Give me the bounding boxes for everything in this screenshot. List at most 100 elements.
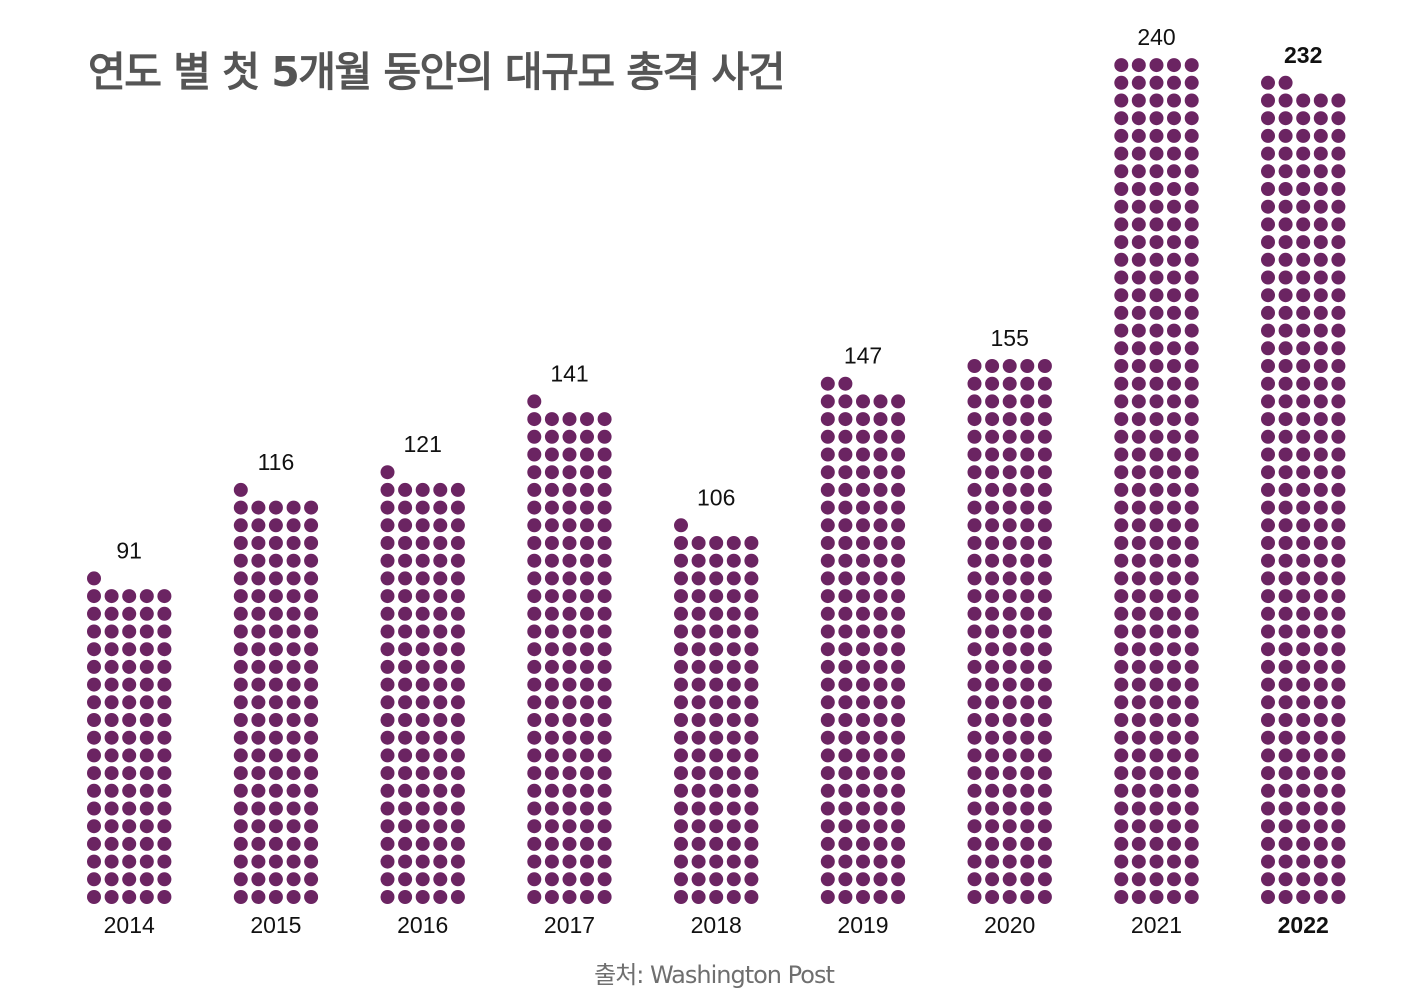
- incident-dot: [233, 748, 248, 763]
- incident-dot: [122, 695, 137, 710]
- incident-dot: [398, 482, 413, 497]
- incident-dot: [1131, 801, 1146, 816]
- incident-dot: [1313, 589, 1328, 604]
- incident-dot: [985, 642, 1000, 657]
- incident-dot: [709, 854, 724, 869]
- incident-dot: [967, 376, 982, 391]
- incident-dot: [967, 482, 982, 497]
- year-label-2016: 2016: [397, 912, 448, 938]
- incident-dot: [527, 412, 542, 427]
- incident-dot: [1131, 146, 1146, 161]
- incident-dot: [873, 730, 888, 745]
- incident-dot: [856, 412, 870, 427]
- incident-dot: [856, 394, 870, 409]
- incident-dot: [304, 783, 319, 798]
- incident-dot: [597, 836, 612, 851]
- incident-dot: [1331, 518, 1346, 533]
- incident-dot: [1131, 447, 1146, 462]
- incident-dot: [562, 890, 577, 904]
- incident-dot: [856, 766, 870, 781]
- incident-dot: [985, 748, 1000, 763]
- incident-dot: [433, 606, 448, 621]
- incident-dot: [1296, 465, 1311, 480]
- incident-dot: [985, 482, 1000, 497]
- incident-dot: [1167, 482, 1181, 497]
- incident-dot: [1149, 890, 1164, 904]
- incident-dot: [1331, 872, 1346, 887]
- incident-dot: [1149, 659, 1164, 674]
- incident-dot: [873, 465, 888, 480]
- dot-column-2016: [380, 465, 465, 904]
- incident-dot: [1131, 288, 1146, 303]
- incident-dot: [1131, 482, 1146, 497]
- incident-dot: [597, 624, 612, 639]
- incident-dot: [1278, 252, 1293, 267]
- incident-dot: [856, 819, 870, 834]
- incident-dot: [1296, 801, 1311, 816]
- incident-dot: [1002, 624, 1017, 639]
- incident-dot: [967, 571, 982, 586]
- incident-dot: [1296, 518, 1311, 533]
- incident-dot: [398, 872, 413, 887]
- incident-dot: [856, 571, 870, 586]
- incident-dot: [1184, 111, 1199, 126]
- incident-dot: [1261, 854, 1275, 869]
- incident-dot: [1002, 890, 1017, 904]
- incident-dot: [1020, 412, 1035, 427]
- incident-dot: [544, 465, 559, 480]
- incident-dot: [967, 465, 982, 480]
- incident-dot: [544, 783, 559, 798]
- incident-dot: [1184, 536, 1199, 550]
- incident-dot: [838, 713, 853, 727]
- incident-dot: [1296, 695, 1311, 710]
- incident-dot: [1002, 642, 1017, 657]
- incident-dot: [1278, 164, 1293, 179]
- incident-dot: [1167, 235, 1181, 250]
- incident-dot: [304, 713, 319, 727]
- incident-dot: [380, 695, 395, 710]
- incident-dot: [139, 854, 154, 869]
- incident-dot: [1296, 323, 1311, 338]
- incident-dot: [1131, 111, 1146, 126]
- incident-dot: [1261, 182, 1275, 196]
- incident-dot: [674, 872, 688, 887]
- incident-dot: [251, 553, 266, 568]
- incident-dot: [1261, 235, 1275, 250]
- incident-dot: [1167, 642, 1181, 657]
- dot-column-2018: [674, 518, 759, 904]
- incident-dot: [580, 659, 594, 674]
- incident-dot: [891, 465, 906, 480]
- incident-dot: [1037, 642, 1052, 657]
- incident-dot: [139, 748, 154, 763]
- incident-dot: [1296, 659, 1311, 674]
- incident-dot: [1278, 323, 1293, 338]
- incident-dot: [1296, 819, 1311, 834]
- incident-dot: [873, 748, 888, 763]
- incident-dot: [1002, 677, 1017, 692]
- incident-dot: [1131, 235, 1146, 250]
- incident-dot: [1149, 58, 1164, 73]
- incident-dot: [967, 394, 982, 409]
- value-label-2021: 240: [1137, 24, 1175, 50]
- incident-dot: [1020, 518, 1035, 533]
- incident-dot: [304, 659, 319, 674]
- incident-dot: [251, 677, 266, 692]
- incident-dot: [1149, 571, 1164, 586]
- incident-dot: [1184, 217, 1199, 232]
- incident-dot: [233, 659, 248, 674]
- incident-dot: [527, 730, 542, 745]
- incident-dot: [1114, 376, 1129, 391]
- incident-dot: [838, 854, 853, 869]
- incident-dot: [838, 730, 853, 745]
- incident-dot: [1278, 359, 1293, 373]
- incident-dot: [597, 429, 612, 444]
- incident-dot: [268, 500, 283, 515]
- incident-dot: [1131, 270, 1146, 285]
- incident-dot: [1002, 854, 1017, 869]
- incident-dot: [286, 571, 301, 586]
- incident-dot: [1149, 713, 1164, 727]
- incident-dot: [1131, 128, 1146, 143]
- incident-dot: [597, 872, 612, 887]
- incident-dot: [709, 801, 724, 816]
- incident-dot: [580, 890, 594, 904]
